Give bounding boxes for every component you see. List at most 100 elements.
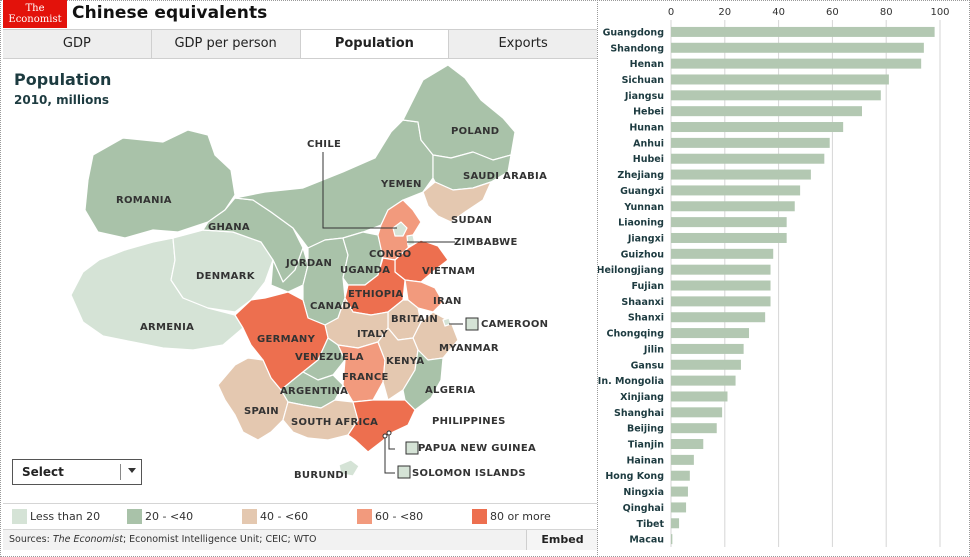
category-label: Guizhou bbox=[621, 249, 664, 260]
bar[interactable] bbox=[671, 248, 774, 259]
label-congo: CONGO bbox=[369, 249, 412, 260]
bar[interactable] bbox=[671, 343, 744, 354]
economist-logo: The Economist bbox=[3, 0, 67, 28]
tab-population[interactable]: Population bbox=[300, 30, 450, 58]
select-label: Select bbox=[22, 465, 64, 479]
category-label: Hubei bbox=[633, 154, 664, 165]
legend-label: Less than 20 bbox=[30, 510, 101, 523]
bar[interactable] bbox=[671, 217, 787, 228]
x-tick-label: 40 bbox=[772, 7, 785, 18]
region-burundi[interactable] bbox=[338, 459, 360, 477]
bar[interactable] bbox=[671, 423, 717, 434]
label-papua-new-guinea: PAPUA NEW GUINEA bbox=[418, 443, 537, 454]
bar[interactable] bbox=[671, 74, 889, 85]
region-spain[interactable] bbox=[217, 357, 289, 441]
province-select[interactable]: Select bbox=[12, 459, 142, 485]
bar[interactable] bbox=[671, 391, 728, 402]
map-panel: The Economist Chinese equivalents GDP GD… bbox=[3, 0, 598, 555]
label-france: FRANCE bbox=[342, 372, 389, 383]
bar[interactable] bbox=[671, 185, 801, 196]
bar[interactable] bbox=[671, 439, 704, 450]
bar[interactable] bbox=[671, 454, 694, 465]
category-label: Macau bbox=[629, 535, 664, 546]
category-label: Ningxia bbox=[623, 487, 664, 498]
bar[interactable] bbox=[671, 106, 862, 117]
label-burundi: BURUNDI bbox=[294, 470, 349, 481]
category-label: Tianjin bbox=[628, 440, 664, 451]
bar[interactable] bbox=[671, 232, 787, 243]
sources-prefix: Sources: bbox=[9, 534, 53, 545]
x-tick-label: 20 bbox=[718, 7, 731, 18]
bar[interactable] bbox=[671, 375, 736, 386]
bar[interactable] bbox=[671, 280, 771, 291]
region-sudan[interactable] bbox=[422, 181, 492, 223]
category-label: Shanghai bbox=[614, 408, 664, 419]
bar[interactable] bbox=[671, 90, 881, 101]
label-ethiopia: ETHIOPIA bbox=[348, 289, 404, 300]
bar[interactable] bbox=[671, 58, 922, 69]
bar[interactable] bbox=[671, 264, 771, 275]
bar[interactable] bbox=[671, 470, 690, 481]
legend-label: 20 - <40 bbox=[145, 510, 194, 523]
category-label: Hebei bbox=[633, 107, 664, 118]
sources-rest: ; Economist Intelligence Unit; CEIC; WTO bbox=[122, 534, 317, 545]
tab-exports[interactable]: Exports bbox=[449, 30, 597, 58]
bar[interactable] bbox=[671, 137, 830, 148]
label-germany: GERMANY bbox=[257, 334, 316, 345]
category-label: Sichuan bbox=[622, 75, 665, 86]
logo-line-1: The bbox=[25, 3, 45, 14]
region-france[interactable] bbox=[337, 341, 386, 403]
bar[interactable] bbox=[671, 359, 741, 370]
footer: Sources: The Economist; Economist Intell… bbox=[3, 529, 598, 550]
bar[interactable] bbox=[671, 201, 795, 212]
category-label: Shanxi bbox=[628, 313, 664, 324]
embed-button[interactable]: Embed bbox=[526, 530, 598, 550]
category-label: Liaoning bbox=[618, 218, 664, 229]
label-saudi-arabia: SAUDI ARABIA bbox=[463, 171, 548, 182]
category-label: Jiangxi bbox=[627, 233, 664, 244]
bar[interactable] bbox=[671, 42, 924, 53]
tab-gdp-per-person[interactable]: GDP per person bbox=[151, 30, 301, 58]
label-romania: ROMANIA bbox=[116, 195, 172, 206]
region-cameroon[interactable] bbox=[442, 317, 452, 327]
bar[interactable] bbox=[671, 26, 935, 37]
bar[interactable] bbox=[671, 328, 750, 339]
category-label: Hainan bbox=[626, 455, 664, 466]
label-vietnam: VIETNAM bbox=[422, 266, 476, 277]
bar[interactable] bbox=[671, 407, 723, 418]
bar[interactable] bbox=[671, 296, 771, 307]
label-uganda: UGANDA bbox=[340, 265, 391, 276]
label-cameroon: CAMEROON bbox=[481, 319, 549, 330]
category-label: Qinghai bbox=[623, 503, 664, 514]
bar[interactable] bbox=[671, 153, 825, 164]
legend-swatch bbox=[242, 509, 257, 524]
bar[interactable] bbox=[671, 122, 844, 133]
label-solomon-islands: SOLOMON ISLANDS bbox=[412, 468, 526, 479]
region-saudi-arabia[interactable] bbox=[432, 151, 512, 191]
category-label: Yunnan bbox=[623, 202, 664, 213]
tab-gdp[interactable]: GDP bbox=[3, 30, 152, 58]
region-philippines[interactable] bbox=[347, 399, 416, 453]
bar[interactable] bbox=[671, 534, 673, 545]
bar[interactable] bbox=[671, 502, 687, 513]
bar[interactable] bbox=[671, 518, 680, 529]
region-chile[interactable] bbox=[392, 221, 408, 237]
legend-label: 60 - <80 bbox=[375, 510, 424, 523]
chevron-down-icon[interactable] bbox=[128, 468, 136, 473]
label-yemen: YEMEN bbox=[381, 179, 422, 190]
label-sudan: SUDAN bbox=[451, 215, 493, 226]
label-poland: POLAND bbox=[451, 126, 500, 137]
bar[interactable] bbox=[671, 312, 766, 323]
legend-label: 80 or more bbox=[490, 510, 551, 523]
category-label: Hunan bbox=[629, 123, 664, 134]
bar[interactable] bbox=[671, 169, 811, 180]
category-label: Jilin bbox=[643, 344, 664, 355]
region-algeria[interactable] bbox=[402, 349, 444, 411]
label-jordan: JORDAN bbox=[286, 258, 333, 269]
category-label: Henan bbox=[630, 59, 665, 70]
label-ghana: GHANA bbox=[208, 222, 250, 233]
label-armenia: ARMENIA bbox=[140, 322, 195, 333]
bar[interactable] bbox=[671, 486, 688, 497]
x-tick-label: 100 bbox=[930, 7, 949, 18]
category-label: Gansu bbox=[631, 360, 664, 371]
